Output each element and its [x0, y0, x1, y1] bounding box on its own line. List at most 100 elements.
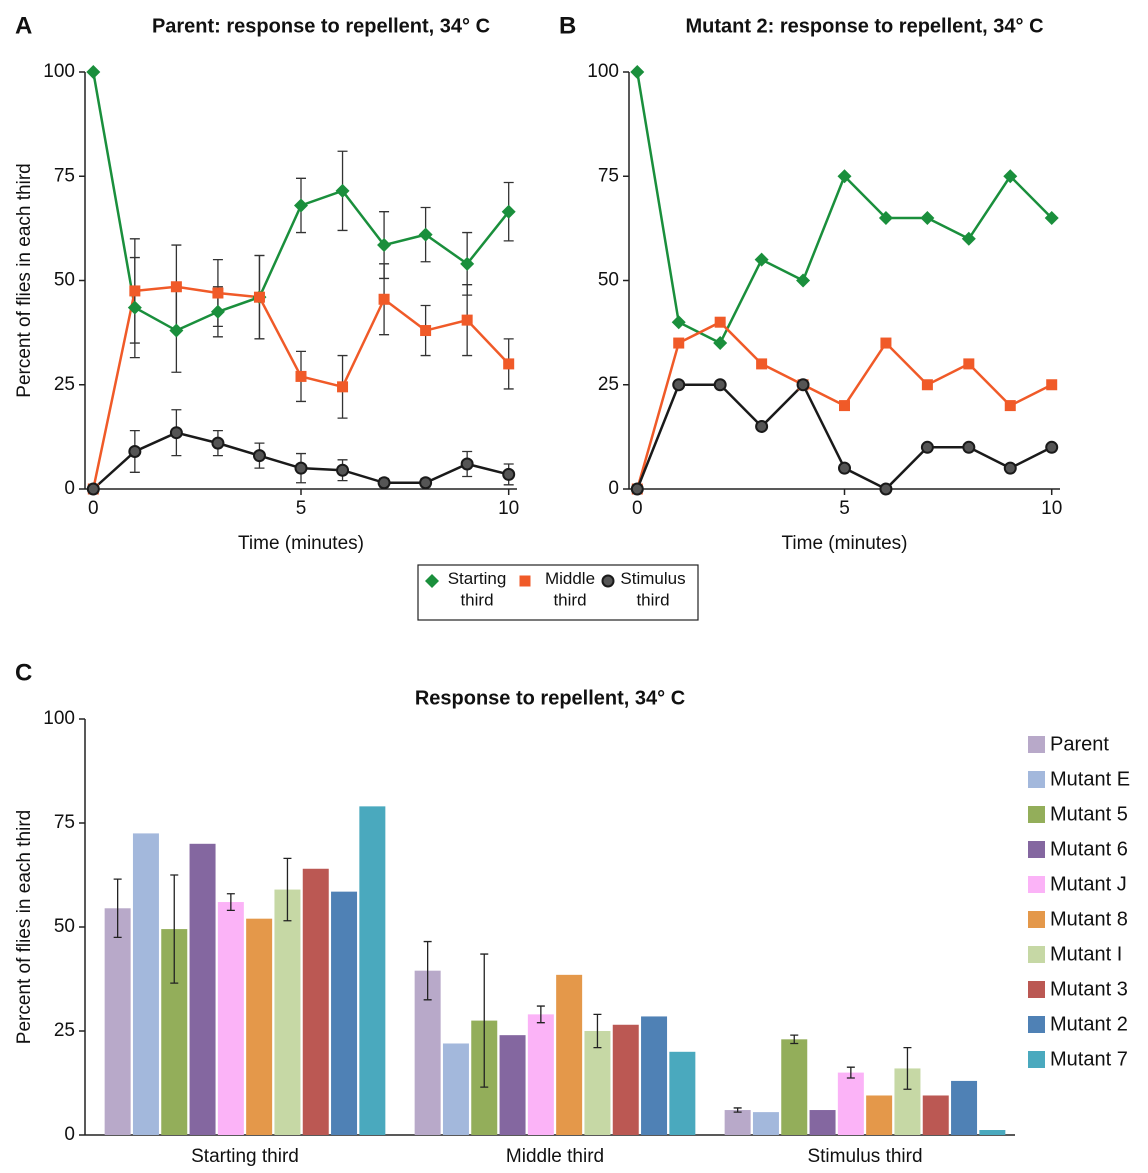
marker: [86, 482, 100, 496]
marker: [461, 314, 473, 326]
marker: [878, 210, 893, 225]
legend-swatch: [1028, 946, 1045, 963]
bar: [837, 1072, 864, 1135]
error-bar: [536, 1005, 545, 1024]
series-line: [636, 71, 1053, 345]
marker: [796, 378, 810, 392]
y-tick-label: 100: [587, 61, 619, 82]
marker: [920, 210, 935, 225]
marker: [756, 358, 768, 370]
marker: [418, 227, 433, 242]
bar: [724, 1110, 751, 1135]
marker: [879, 482, 893, 496]
error-bar: [170, 874, 179, 984]
bar: [922, 1095, 949, 1135]
marker: [1044, 210, 1059, 225]
bar: [866, 1095, 893, 1135]
legend-swatch: [1028, 806, 1045, 823]
error-bar: [423, 940, 432, 1001]
bar: [979, 1130, 1006, 1135]
legend-box: [417, 564, 699, 621]
panel-letter: B: [559, 12, 576, 39]
marker: [212, 287, 224, 299]
legend-swatch: [1028, 841, 1045, 858]
legend-label: Mutant 2: [1050, 1013, 1128, 1035]
error-bar: [226, 893, 235, 912]
marker: [713, 336, 728, 351]
marker: [920, 440, 934, 454]
panel-letter: A: [15, 12, 32, 39]
bar: [189, 843, 216, 1135]
chart-title: Parent: response to repellent, 34° C: [152, 15, 490, 37]
y-tick-label: 25: [54, 1020, 75, 1041]
legend-label: Mutant 3: [1050, 978, 1128, 1000]
x-tick-label: 10: [1041, 498, 1062, 519]
x-tick-label: Starting third: [191, 1146, 299, 1167]
marker: [335, 183, 350, 198]
legend-swatch: [1028, 1051, 1045, 1068]
x-tick-label: 5: [839, 498, 850, 519]
marker: [294, 198, 308, 213]
bar: [442, 1043, 469, 1135]
x-tick-label: 0: [632, 498, 643, 519]
bar: [951, 1080, 978, 1135]
marker: [378, 293, 390, 305]
legend-swatch: [1028, 736, 1045, 753]
marker: [1004, 400, 1016, 412]
marker: [460, 457, 474, 471]
legend-label: Mutant 6: [1050, 838, 1128, 860]
marker: [1045, 440, 1059, 454]
marker: [630, 65, 645, 79]
marker: [127, 300, 142, 315]
bar: [132, 833, 159, 1135]
y-tick-label: 100: [43, 708, 75, 729]
marker: [170, 281, 182, 293]
x-tick-label: 5: [296, 498, 307, 519]
legend-swatch: [1028, 911, 1045, 928]
marker: [86, 65, 101, 79]
y-tick-label: 50: [598, 270, 619, 291]
marker: [601, 574, 615, 588]
marker: [294, 461, 308, 475]
error-bar: [846, 1066, 855, 1079]
legend-swatch: [1028, 1016, 1045, 1033]
x-axis-label: Time (minutes): [238, 533, 364, 554]
bar: [302, 868, 329, 1135]
marker: [211, 436, 225, 450]
bar: [781, 1039, 808, 1135]
marker: [337, 381, 349, 393]
y-tick-label: 50: [54, 916, 75, 937]
bar: [331, 891, 358, 1135]
bar: [556, 974, 583, 1135]
legend-label: Mutant 5: [1050, 803, 1128, 825]
bar: [584, 1031, 611, 1135]
panel-letter: C: [15, 659, 32, 686]
bar: [612, 1024, 639, 1135]
marker: [630, 482, 644, 496]
marker: [420, 325, 432, 337]
marker: [128, 444, 142, 458]
bar: [669, 1051, 696, 1135]
y-tick-label: 50: [54, 270, 75, 291]
x-tick-label: Middle third: [506, 1146, 604, 1167]
marker: [377, 238, 392, 253]
marker: [961, 231, 976, 246]
legend-label: Mutant 7: [1050, 1048, 1128, 1070]
error-bar: [283, 857, 292, 922]
error-bar: [903, 1046, 912, 1090]
x-tick-label: Stimulus third: [807, 1146, 922, 1167]
legend-label: Mutant 8: [1050, 908, 1128, 930]
y-tick-label: 25: [54, 374, 75, 395]
error-bar: [480, 953, 489, 1088]
marker: [460, 256, 475, 271]
y-axis-label: Percent of flies in each third: [14, 163, 35, 397]
marker: [519, 575, 531, 587]
error-bar: [113, 878, 122, 939]
marker: [880, 337, 892, 349]
y-axis-label: Percent of flies in each third: [14, 810, 35, 1044]
marker: [295, 370, 307, 382]
y-tick-label: 0: [64, 478, 75, 499]
marker: [671, 315, 686, 330]
marker: [1003, 461, 1017, 475]
bar: [217, 902, 244, 1135]
